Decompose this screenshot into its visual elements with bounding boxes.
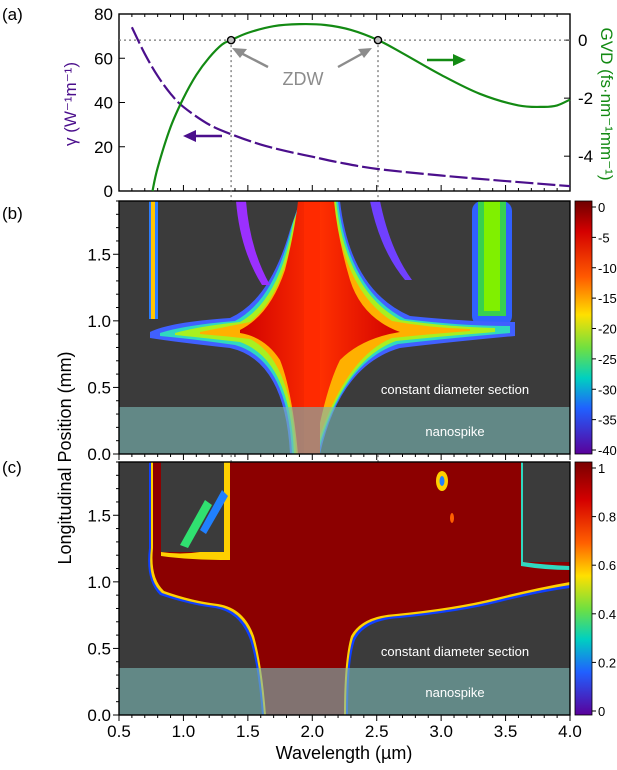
panel-c-y-ticks: 0.0 0.5 1.0 1.5 xyxy=(87,461,119,725)
zdw-point xyxy=(226,35,236,45)
a-left-tick-label: 60 xyxy=(94,49,113,68)
panel-c-x-ticks: 0.5 1.0 1.5 2.0 2.5 3.0 3.5 4.0 xyxy=(107,715,582,741)
x-tick-label: 2.5 xyxy=(365,722,389,741)
b-nanospike-label: nanospike xyxy=(425,424,484,439)
panel-c-label: (c) xyxy=(2,458,22,477)
x-tick-label: 3.5 xyxy=(494,722,518,741)
panel-b-colorbar xyxy=(574,200,593,455)
panel-b-frame xyxy=(118,200,571,455)
panel-a: (a) 0 20 40 60 80 0 -2 -4 ZDW γ (W⁻¹m⁻¹) GVD (… xyxy=(2,5,616,715)
colorbar-tick-label: -30 xyxy=(598,382,617,397)
colorbar-tick-label: 0 xyxy=(598,704,605,719)
panel-c: (c) constant diameter section nanospike … xyxy=(2,458,616,741)
a-left-tick-label: 40 xyxy=(94,94,113,113)
gvd-axis-label: GVD (fs·nm⁻¹mm⁻¹) xyxy=(597,28,616,181)
gamma-curve xyxy=(130,26,571,188)
x-tick-label: 1.5 xyxy=(236,722,260,741)
colorbar-tick-label: -10 xyxy=(598,261,617,276)
x-tick-label: 2.0 xyxy=(300,722,324,741)
a-right-tick-label: 0 xyxy=(578,31,587,50)
panel-c-heatmap xyxy=(119,462,570,715)
colorbar-tick-label: -5 xyxy=(598,230,610,245)
c-region-fill xyxy=(152,462,570,715)
colorbar-tick-label: 0 xyxy=(598,200,605,215)
a-left-tick-label: 20 xyxy=(94,138,113,157)
colorbar-tick-label: -35 xyxy=(598,413,617,428)
a-left-tick-label: 80 xyxy=(94,5,113,24)
gamma-axis-label: γ (W⁻¹m⁻¹) xyxy=(61,62,80,146)
zdw-annotation: ZDW xyxy=(232,48,372,89)
panel-a-left-ticks: 0 20 40 60 80 xyxy=(94,5,125,201)
panel-c-colorbar xyxy=(574,461,593,716)
colorbar-tick-label: -25 xyxy=(598,352,617,367)
panel-c-colorbar-ticks: 1 0.8 0.6 0.4 0.2 0 xyxy=(592,461,616,719)
y-tick-label: 0.5 xyxy=(87,378,111,397)
gvd-axis-arrow xyxy=(427,54,466,66)
gvd-curve xyxy=(151,22,571,192)
panel-b-x-ticks xyxy=(118,454,571,460)
panel-b: (b) constant diameter section nanospike xyxy=(2,200,617,464)
b-constant-label: constant diameter section xyxy=(381,382,529,397)
zdw-pointer-left-head xyxy=(232,48,247,58)
colorbar-tick-label: 1 xyxy=(598,461,605,476)
panel-b-y-ticks: 0.0 0.5 1.0 1.5 xyxy=(87,200,119,464)
colorbar-tick-label: -40 xyxy=(598,443,617,458)
zdw-point xyxy=(373,35,383,45)
a-right-tick-label: -2 xyxy=(578,89,593,108)
panel-b-heatmap xyxy=(119,201,570,454)
gamma-axis-arrow xyxy=(183,130,222,142)
c-constant-label: constant diameter section xyxy=(381,644,529,659)
panel-a-series xyxy=(130,22,571,192)
panel-a-right-ticks: 0 -2 -4 xyxy=(564,31,593,166)
y-tick-label: 1.5 xyxy=(87,506,111,525)
panel-c-frame xyxy=(118,461,571,716)
x-axis-label: Wavelength (µm) xyxy=(276,743,413,763)
panel-a-x-ticks xyxy=(118,14,571,191)
colorbar-tick-label: 0.4 xyxy=(598,607,616,622)
panel-b-colorbar-ticks: 0 -5 -10 -15 -20 -25 -30 -35 -40 xyxy=(592,200,617,458)
y-tick-label: 0.5 xyxy=(87,639,111,658)
panel-b-label: (b) xyxy=(2,204,23,223)
colorbar-tick-label: 0.6 xyxy=(598,558,616,573)
panel-a-label: (a) xyxy=(2,5,23,24)
y-tick-label: 1.0 xyxy=(87,312,111,331)
a-right-tick-label: -4 xyxy=(578,147,593,166)
zdw-label: ZDW xyxy=(283,69,324,89)
x-tick-label: 3.0 xyxy=(429,722,453,741)
zdw-pointer-right-head xyxy=(358,48,372,58)
y-tick-label: 1.5 xyxy=(87,245,111,264)
x-tick-label: 0.5 xyxy=(107,722,131,741)
y-tick-label: 0.0 xyxy=(87,706,111,725)
y-tick-label: 0.0 xyxy=(87,445,111,464)
colorbar-tick-label: 0.2 xyxy=(598,655,616,670)
y-tick-label: 1.0 xyxy=(87,573,111,592)
colorbar-tick-label: -15 xyxy=(598,291,617,306)
colorbar-tick-label: -20 xyxy=(598,322,617,337)
shared-y-axis-label: Longitudinal Position (mm) xyxy=(55,351,75,564)
colorbar-tick-label: 0.8 xyxy=(598,510,616,525)
x-tick-label: 1.0 xyxy=(172,722,196,741)
a-left-tick-label: 0 xyxy=(104,182,113,201)
c-nanospike-label: nanospike xyxy=(425,685,484,700)
zdw-markers xyxy=(119,39,570,715)
x-tick-label: 4.0 xyxy=(558,722,582,741)
